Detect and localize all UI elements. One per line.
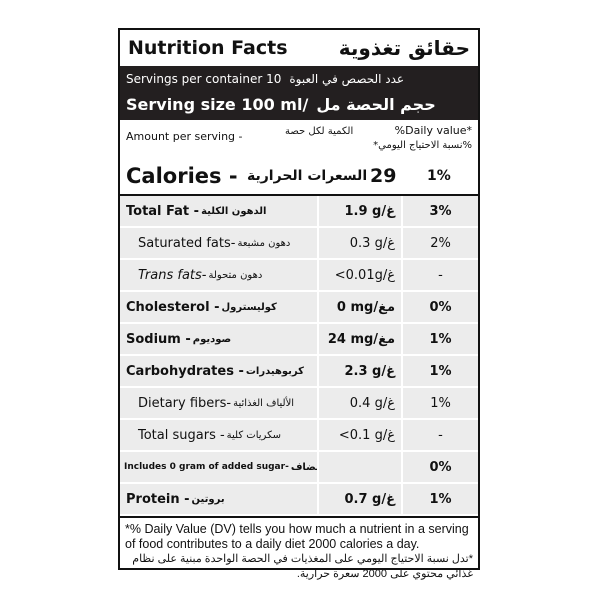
nutrient-name: Carbohydrates - كربوهيدرات <box>120 356 317 386</box>
nutrient-pct: 1% <box>403 356 478 386</box>
footnote: *% Daily Value (DV) tells you how much a… <box>120 516 478 586</box>
nutrient-value: 0.3 g/غ <box>319 228 401 258</box>
nutrient-value: 0 mg/مغ <box>319 292 401 322</box>
footnote-en: *% Daily Value (DV) tells you how much a… <box>125 522 469 551</box>
nutrient-name-en: Cholesterol - <box>126 299 220 315</box>
nutrient-name-ar: الألياف الغذائية <box>233 397 295 409</box>
table-row: Total sugars - سكريات كلية <0.1 g/غ - <box>120 420 478 452</box>
nutrient-name-en: Trans fats- <box>138 267 207 283</box>
calories-row: Calories - السعرات الحرارية 29 1% <box>120 158 478 194</box>
nutrient-value: <0.1 g/غ <box>319 420 401 450</box>
nutrient-value: 2.3 g/غ <box>319 356 401 386</box>
nutrient-name-ar: يتضمن ٠ غرام سكر مضاف <box>290 461 317 473</box>
nutrient-pct: 1% <box>403 324 478 354</box>
nutrient-name-ar: دهون مشبعة <box>237 237 291 249</box>
nutrient-name-en: Saturated fats- <box>138 235 236 251</box>
nutrient-pct: 1% <box>403 484 478 514</box>
nutrient-pct: 2% <box>403 228 478 258</box>
nutrient-name: Dietary fibers- الألياف الغذائية <box>120 388 317 418</box>
title-ar: حقائق تغذوية <box>338 36 470 60</box>
nutrient-pct: - <box>403 260 478 290</box>
nutrient-name: Sodium - صوديوم <box>120 324 317 354</box>
calories-pct: 1% <box>427 168 451 184</box>
amount-en: Amount per serving - <box>126 130 243 143</box>
serving-band: Servings per container 10 عدد الحصص في ال… <box>120 66 478 120</box>
daily-value-ar: *نسبة الاحتياج اليومي% <box>373 140 472 151</box>
nutrient-pct: - <box>403 420 478 450</box>
nutrient-value <box>319 452 401 482</box>
table-row: Total Fat - الدهون الكلية 1.9 g/غ 3% <box>120 196 478 228</box>
nutrient-name-en: Total Fat - <box>126 203 200 219</box>
nutrient-name-en: Dietary fibers- <box>138 395 232 411</box>
servings-ar: عدد الحصص في العبوة <box>289 72 405 86</box>
amount-header: Amount per serving - الكمية لكل حصة %Dai… <box>120 120 478 158</box>
nutrient-name-ar: سكريات كلية <box>226 429 281 441</box>
nutrient-name-en: Includes 0 gram of added sugar- <box>124 462 289 472</box>
nutrient-name: Total sugars - سكريات كلية <box>120 420 317 450</box>
serving-size-en: Serving size 100 ml/ <box>126 94 309 114</box>
table-row: Carbohydrates - كربوهيدرات 2.3 g/غ 1% <box>120 356 478 388</box>
amount-ar: الكمية لكل حصة <box>285 126 354 137</box>
nutrient-value: <0.01g/غ <box>319 260 401 290</box>
calories-en: Calories - <box>126 164 238 188</box>
servings-en: Servings per container 10 <box>126 72 282 86</box>
table-row: Dietary fibers- الألياف الغذائية 0.4 g/غ 1% <box>120 388 478 420</box>
nutrient-name: Protein - بروتين <box>120 484 317 514</box>
nutrient-name: Total Fat - الدهون الكلية <box>120 196 317 226</box>
table-row: Includes 0 gram of added sugar-يتضمن ٠ غ… <box>120 452 478 484</box>
nutrient-pct: 0% <box>403 292 478 322</box>
footnote-ar: *تدل نسبة الاحتياج اليومي على المغذيات ف… <box>132 553 473 580</box>
nutrient-pct: 0% <box>403 452 478 482</box>
table-row: Protein - بروتين 0.7 g/غ 1% <box>120 484 478 516</box>
nutrient-name-en: Carbohydrates - <box>126 363 244 379</box>
nutrient-name-en: Protein - <box>126 491 190 507</box>
nutrient-name-ar: بروتين <box>191 493 225 505</box>
nutrient-name-ar: الدهون الكلية <box>201 205 267 217</box>
nutrition-label: Nutrition Facts حقائق تغذوية Servings pe… <box>118 28 480 580</box>
nutrient-value: 0.7 g/غ <box>319 484 401 514</box>
nutrient-table: Total Fat - الدهون الكلية 1.9 g/غ 3% Saturat… <box>120 194 478 516</box>
label-header: Nutrition Facts حقائق تغذوية <box>120 30 478 66</box>
serving-size-ar: حجم الحصة مل <box>316 94 436 114</box>
nutrient-name: Cholesterol - كوليسترول <box>120 292 317 322</box>
nutrient-name: Includes 0 gram of added sugar-يتضمن ٠ غ… <box>120 452 317 482</box>
nutrient-pct: 3% <box>403 196 478 226</box>
nutrient-value: 0.4 g/غ <box>319 388 401 418</box>
table-row: Cholesterol - كوليسترول 0 mg/مغ 0% <box>120 292 478 324</box>
nutrient-pct: 1% <box>403 388 478 418</box>
table-row: Trans fats- دهون متحولة <0.01g/غ - <box>120 260 478 292</box>
nutrient-value: 1.9 g/غ <box>319 196 401 226</box>
calories-value: 29 <box>370 165 397 187</box>
calories-ar: السعرات الحرارية <box>247 168 368 184</box>
nutrient-name-ar: صوديوم <box>192 333 232 345</box>
daily-value-en: %Daily value* <box>394 124 472 137</box>
nutrient-name-ar: دهون متحولة <box>208 269 263 281</box>
table-row: Saturated fats- دهون مشبعة 0.3 g/غ 2% <box>120 228 478 260</box>
title-en: Nutrition Facts <box>128 37 288 59</box>
nutrient-name: Trans fats- دهون متحولة <box>120 260 317 290</box>
nutrient-name: Saturated fats- دهون مشبعة <box>120 228 317 258</box>
nutrient-name-en: Total sugars - <box>138 427 225 443</box>
nutrient-value: 24 mg/مغ <box>319 324 401 354</box>
nutrient-name-ar: كربوهيدرات <box>245 365 304 377</box>
nutrient-name-ar: كوليسترول <box>221 301 277 313</box>
nutrient-name-en: Sodium - <box>126 331 191 347</box>
table-row: Sodium - صوديوم 24 mg/مغ 1% <box>120 324 478 356</box>
